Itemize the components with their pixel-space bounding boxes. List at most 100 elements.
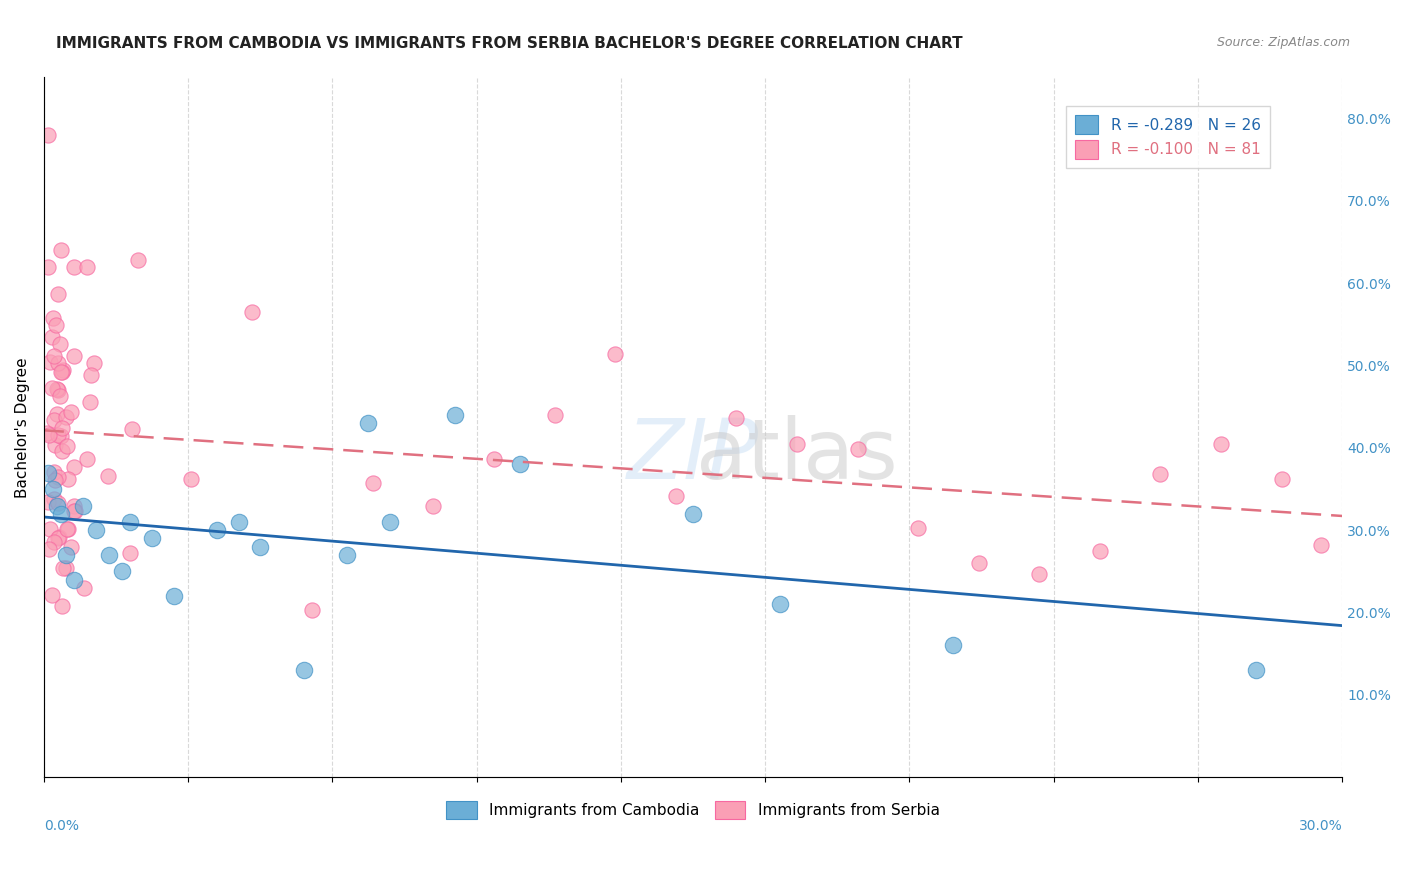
Point xyxy=(46,356,69,370)
Point xyxy=(52,362,75,376)
Text: Source: ZipAtlas.com: Source: ZipAtlas.com xyxy=(1216,36,1350,49)
Point xyxy=(45,318,67,333)
Text: ZIP: ZIP xyxy=(627,415,759,496)
Point xyxy=(41,330,63,344)
Point xyxy=(967,556,990,570)
Point xyxy=(111,565,134,579)
Point xyxy=(51,443,73,458)
Point xyxy=(120,515,142,529)
Point xyxy=(83,356,105,370)
Point xyxy=(240,305,263,319)
Point xyxy=(72,499,94,513)
Point xyxy=(56,522,79,536)
Point xyxy=(44,492,66,507)
Text: 30.0%: 30.0% xyxy=(1299,819,1343,833)
Point xyxy=(51,421,73,435)
Point xyxy=(682,507,704,521)
Point xyxy=(38,542,60,557)
Point xyxy=(97,548,120,562)
Point xyxy=(55,561,77,575)
Point xyxy=(482,451,505,466)
Point xyxy=(49,336,72,351)
Point xyxy=(228,515,250,529)
Point xyxy=(127,252,149,267)
Point xyxy=(301,603,323,617)
Point xyxy=(1309,538,1331,552)
Point xyxy=(121,421,143,435)
Point xyxy=(786,437,808,451)
Legend: Immigrants from Cambodia, Immigrants from Serbia: Immigrants from Cambodia, Immigrants fro… xyxy=(440,795,946,825)
Text: IMMIGRANTS FROM CAMBODIA VS IMMIGRANTS FROM SERBIA BACHELOR'S DEGREE CORRELATION: IMMIGRANTS FROM CAMBODIA VS IMMIGRANTS F… xyxy=(56,36,963,51)
Point xyxy=(45,382,67,396)
Point xyxy=(51,599,73,613)
Point xyxy=(63,459,86,474)
Point xyxy=(42,311,65,326)
Point xyxy=(41,381,63,395)
Point xyxy=(46,428,69,442)
Point xyxy=(49,389,72,403)
Point xyxy=(63,573,86,587)
Point xyxy=(769,597,792,611)
Point xyxy=(73,581,96,595)
Point xyxy=(46,469,69,483)
Point xyxy=(60,541,83,555)
Point xyxy=(46,286,69,301)
Point xyxy=(41,588,63,602)
Point xyxy=(44,535,66,549)
Point xyxy=(59,405,82,419)
Point xyxy=(292,663,315,677)
Point xyxy=(37,466,59,480)
Point xyxy=(79,395,101,409)
Point xyxy=(361,475,384,490)
Point xyxy=(51,365,73,379)
Point xyxy=(444,408,467,422)
Point xyxy=(48,532,70,546)
Point xyxy=(422,499,444,513)
Point xyxy=(41,482,63,496)
Point xyxy=(63,504,86,518)
Point xyxy=(97,468,120,483)
Point xyxy=(38,427,60,442)
Point xyxy=(1209,436,1232,450)
Point xyxy=(49,365,72,379)
Point xyxy=(357,416,380,430)
Point xyxy=(725,411,748,425)
Point xyxy=(1149,467,1171,481)
Point xyxy=(51,244,73,258)
Point xyxy=(76,452,98,467)
Point xyxy=(63,504,86,518)
Point xyxy=(55,410,77,425)
Point xyxy=(120,546,142,560)
Point xyxy=(76,260,98,274)
Point xyxy=(80,368,103,382)
Point xyxy=(39,523,62,537)
Point xyxy=(63,260,86,274)
Point xyxy=(141,532,163,546)
Point xyxy=(1244,663,1267,677)
Point xyxy=(55,439,77,453)
Point xyxy=(846,442,869,456)
Point xyxy=(249,540,271,554)
Point xyxy=(1088,544,1111,558)
Point xyxy=(84,523,107,537)
Point xyxy=(37,260,59,274)
Point xyxy=(942,639,965,653)
Point xyxy=(1271,472,1294,486)
Point xyxy=(55,548,77,562)
Point xyxy=(605,347,627,361)
Point xyxy=(62,349,84,363)
Point xyxy=(180,472,202,486)
Point xyxy=(46,496,69,510)
Point xyxy=(37,495,59,509)
Text: 0.0%: 0.0% xyxy=(44,819,79,833)
Y-axis label: Bachelor's Degree: Bachelor's Degree xyxy=(15,357,30,498)
Point xyxy=(56,523,79,537)
Point xyxy=(62,500,84,514)
Point xyxy=(37,426,59,441)
Point xyxy=(49,429,72,443)
Point xyxy=(44,413,66,427)
Point xyxy=(509,458,531,472)
Point xyxy=(205,523,228,537)
Point xyxy=(378,515,401,529)
Point xyxy=(336,548,359,562)
